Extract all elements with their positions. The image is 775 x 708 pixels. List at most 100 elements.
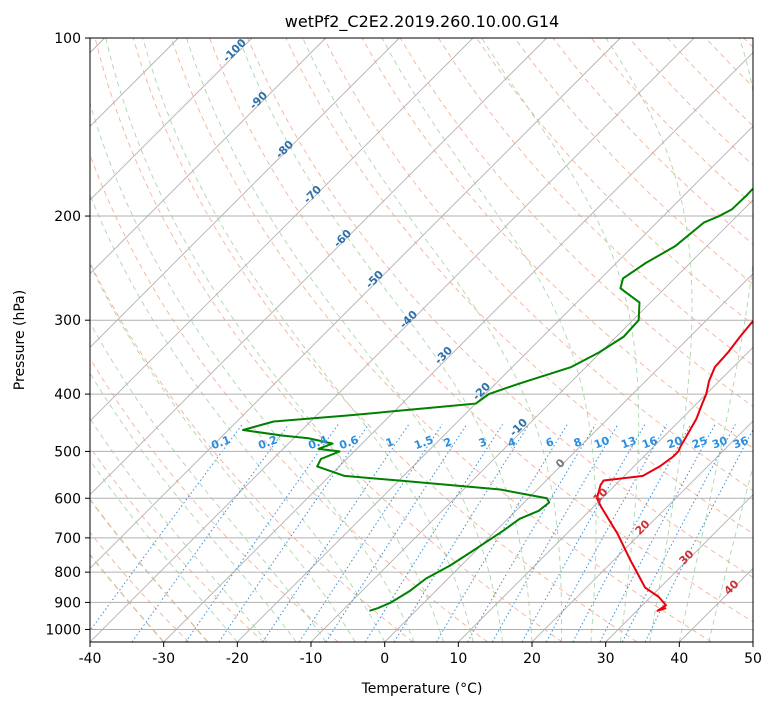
dry-adiabat-line [94, 38, 563, 642]
mixing-ratio-line [467, 424, 596, 642]
moist-adiabat-line [142, 38, 474, 642]
isotherm-line [458, 346, 753, 642]
mixing-ratio-label: 6 [544, 435, 556, 450]
mixing-ratio-line [435, 424, 568, 642]
isotherm-line [90, 38, 695, 642]
mixing-ratio-line [644, 428, 753, 642]
y-tick-label: 1000 [45, 622, 81, 638]
series-layer [242, 187, 753, 612]
dry-adiabat-line [132, 38, 638, 642]
isotherm-line [90, 38, 253, 201]
moist-adiabat-line [105, 38, 445, 642]
x-axis: -40 -30 -20 -10 0 10 20 30 40 50 [79, 642, 762, 667]
x-tick-label: 50 [744, 651, 762, 667]
moist-adiabat-line [90, 372, 297, 642]
isotherm-line [90, 38, 474, 422]
x-tick-label: -40 [79, 651, 102, 667]
moist-adiabat-line-bold [90, 498, 209, 642]
chart-title: wetPf2_C2E2.2019.260.10.00.G14 [285, 12, 559, 32]
mixing-ratio-label: 36 [731, 434, 750, 452]
x-tick-label: 20 [523, 651, 541, 667]
dry-adiabat-line [90, 531, 190, 642]
mixing-ratio-label: 2 [442, 435, 454, 450]
moist-adiabat-line [90, 417, 268, 642]
dry-adiabat-line [247, 38, 753, 578]
mixing-ratio-label: 20 [665, 434, 684, 452]
y-tick-label: 700 [54, 531, 81, 547]
isotherm-line [90, 38, 621, 569]
mixing-ratio-label: 0.6 [337, 433, 360, 452]
dry-adiabat-line [209, 38, 753, 623]
isotherm-line [90, 38, 326, 275]
x-tick-label: -10 [300, 651, 323, 667]
temperature-profile-line [595, 319, 753, 612]
background-lines [90, 38, 753, 642]
moist-adiabat-line [238, 38, 533, 642]
moist-adiabat-line [90, 263, 356, 642]
mixing-ratio-line [325, 424, 468, 642]
mixing-ratio-line [572, 424, 692, 642]
dry-adiabat-line [170, 38, 712, 642]
mixing-ratio-line [621, 424, 736, 642]
dewpoint-profile-line [242, 187, 753, 612]
mixing-ratio-line [131, 424, 290, 642]
mixing-ratio-line [364, 424, 504, 642]
moist-adiabat-line [605, 38, 693, 642]
x-tick-label: -20 [226, 651, 249, 667]
isotherm-line [605, 494, 753, 642]
mixing-ratio-label: 4 [506, 435, 518, 450]
x-tick-label: 10 [449, 651, 467, 667]
y-axis: 1000 900 800 700 600 500 400 300 200 100 [45, 31, 90, 638]
mixing-ratio-line [491, 424, 619, 642]
x-tick-label: -30 [152, 651, 175, 667]
mixing-ratio-label: 0.4 [306, 433, 329, 452]
mixing-ratio-label: 10 [592, 434, 611, 452]
x-tick-label: 30 [597, 651, 615, 667]
x-tick-label: 0 [380, 651, 389, 667]
dry-adiabat-line [285, 38, 753, 535]
mixing-ratio-label: 3 [477, 435, 489, 450]
mixing-ratio-line [599, 424, 716, 642]
y-tick-label: 200 [54, 209, 81, 225]
y-tick-label: 500 [54, 444, 81, 460]
moist-adiabat-line-bold [90, 553, 165, 642]
x-tick-label: 40 [670, 651, 688, 667]
isotherm-line [384, 273, 753, 642]
y-tick-label: 400 [54, 387, 81, 403]
moist-adiabat-line [381, 38, 597, 642]
isotherm-line [163, 52, 753, 642]
mixing-ratio-label: 0.2 [256, 433, 279, 452]
mixing-ratio-line [521, 424, 646, 642]
mixing-ratio-label: 16 [640, 434, 659, 452]
moist-adiabat-line [302, 38, 563, 642]
y-tick-label: 300 [54, 313, 81, 329]
mixing-ratio-label: 1.5 [412, 433, 435, 452]
y-tick-label: 800 [54, 565, 81, 581]
mixing-ratio-label: 30 [710, 434, 729, 452]
mixing-ratio-label: 0.1 [209, 433, 232, 452]
moist-adiabat-line [90, 193, 386, 642]
mixing-ratio-line [218, 424, 370, 642]
dry-adiabat-line [514, 38, 753, 285]
mixing-ratio-label: 1 [384, 435, 396, 450]
isotherm-line [90, 38, 400, 348]
mixing-ratio-line [185, 424, 339, 642]
mixing-ratio-label: 8 [572, 435, 584, 450]
dry-adiabat-line [90, 153, 488, 642]
y-tick-label: 600 [54, 491, 81, 507]
isotherm-line [531, 420, 753, 642]
dry-adiabat-line [90, 261, 414, 642]
moist-adiabat-line [90, 459, 238, 642]
mixing-ratio-label: 13 [619, 434, 638, 451]
isotherm-line [90, 38, 547, 496]
mixing-ratio-label: 25 [690, 434, 709, 451]
dry-adiabat-line [399, 38, 753, 407]
plot-frame [89, 37, 754, 643]
mixing-ratio-line [393, 424, 530, 642]
x-axis-title: Temperature (°C) [361, 681, 483, 697]
dry-adiabat-line [90, 446, 264, 642]
isotherm-line [237, 125, 753, 642]
y-tick-label: 900 [54, 595, 81, 611]
dry-adiabat-line [90, 357, 339, 642]
